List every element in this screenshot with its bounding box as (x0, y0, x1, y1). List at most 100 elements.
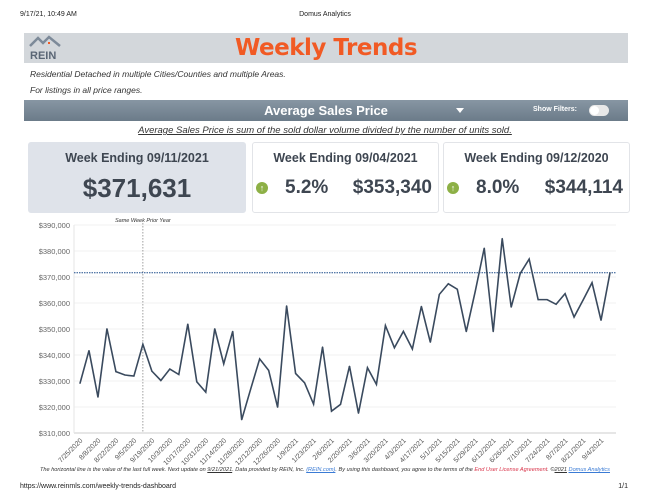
footer-text: The horizontal line is the value of the … (40, 467, 208, 473)
data-point (393, 347, 396, 349)
y-tick-label: $370,000 (39, 273, 70, 282)
data-point (447, 283, 449, 285)
filter-description: Residential Detached in multiple Cities/… (30, 69, 286, 79)
data-point (205, 391, 207, 393)
data-point (600, 319, 602, 321)
copyright-year: 2021 (554, 467, 567, 473)
data-point (357, 412, 360, 414)
data-point (294, 372, 297, 375)
data-point (492, 331, 494, 333)
data-point (277, 406, 279, 408)
data-point (384, 325, 387, 327)
data-point (286, 305, 288, 307)
data-point (106, 328, 108, 330)
card-heading: Week Ending 09/04/2021 (273, 151, 418, 165)
data-point (115, 371, 117, 373)
data-point (223, 363, 225, 365)
print-page-number: 1/1 (618, 483, 628, 490)
data-point (411, 348, 413, 350)
data-point (88, 349, 90, 352)
eula-link[interactable]: End User License Agreement (474, 467, 548, 473)
data-point (429, 341, 431, 343)
y-tick-label: $360,000 (39, 299, 70, 308)
card-change: 8.0% (476, 177, 520, 198)
data-point (582, 299, 584, 301)
data-point (465, 331, 467, 333)
print-page-title: Domus Analytics (299, 11, 351, 18)
next-update-date: 9/21/2021 (207, 467, 233, 473)
footer-text: . © (547, 467, 555, 473)
prior-year-annotation: Same Week Prior Year (115, 218, 172, 224)
card-heading: Week Ending 09/11/2021 (65, 151, 209, 165)
data-point (259, 358, 261, 360)
data-point (303, 382, 306, 384)
data-point (537, 299, 539, 301)
data-point (483, 247, 485, 249)
weekly-trend-chart: $310,000 $320,000 $330,000 $340,000 $350,000… (39, 218, 616, 465)
data-point (321, 346, 324, 348)
data-point (609, 272, 611, 274)
y-tick-label: $350,000 (39, 325, 70, 334)
show-filters-label: Show Filters: (533, 106, 577, 113)
data-point (214, 328, 216, 330)
data-point (268, 369, 270, 371)
series-line (79, 238, 611, 420)
data-point (375, 383, 378, 385)
data-point (133, 375, 135, 377)
data-point (151, 370, 153, 372)
y-tick-label: $390,000 (39, 221, 70, 230)
card-change: 5.2% (285, 177, 329, 198)
card-value: $344,114 (544, 177, 623, 198)
prior-year-card: Week Ending 09/12/2020 ↑ 8.0% $344,114 (443, 142, 630, 213)
page-title: Weekly Trends (234, 35, 418, 61)
data-point (250, 388, 252, 390)
data-point (124, 374, 126, 376)
footer-note: The horizontal line is the value of the … (0, 467, 650, 473)
data-point (232, 330, 234, 332)
data-point (169, 368, 171, 370)
data-point (510, 306, 512, 308)
arrow-up-icon: ↑ (447, 182, 459, 194)
data-point (519, 273, 521, 275)
data-point (142, 343, 144, 345)
data-point (402, 330, 404, 332)
print-url: https://www.reinmls.com/weekly-trends-da… (20, 483, 177, 490)
card-value: $353,340 (352, 177, 432, 198)
rein-link[interactable]: (REIN.com) (306, 467, 336, 473)
data-point (474, 290, 476, 292)
print-datetime: 9/17/21, 10:49 AM (20, 11, 77, 18)
data-point (438, 293, 440, 296)
banner: REIN Weekly Trends (24, 33, 628, 63)
footer-text: . Data provided by REIN, Inc. (232, 467, 307, 473)
domus-link[interactable]: Domus Analytics (568, 467, 610, 473)
data-point (366, 367, 369, 369)
data-point (160, 379, 162, 382)
data-point (187, 323, 189, 325)
data-point (555, 303, 557, 305)
show-filters-toggle[interactable] (589, 105, 609, 116)
data-point (564, 293, 566, 295)
data-point (178, 373, 180, 376)
y-tick-label: $380,000 (39, 247, 70, 256)
metric-definition: Average Sales Price is sum of the sold d… (138, 125, 512, 136)
data-point (196, 381, 198, 383)
data-point (420, 305, 422, 307)
card-heading: Week Ending 09/12/2020 (464, 151, 609, 165)
data-point (339, 403, 342, 405)
card-value: $371,631 (82, 173, 192, 203)
y-tick-label: $320,000 (39, 403, 70, 412)
data-point (456, 288, 458, 290)
price-range-description: For listings in all price ranges. (30, 85, 143, 95)
rein-logo: REIN (28, 35, 64, 62)
data-point (241, 419, 243, 421)
arrow-up-icon: ↑ (256, 182, 268, 194)
chevron-down-icon[interactable] (456, 108, 464, 113)
data-point (501, 237, 503, 240)
data-point (79, 382, 81, 384)
y-tick-label: $310,000 (39, 429, 70, 438)
metric-select[interactable]: Average Sales Price (264, 103, 388, 118)
current-week-card: Week Ending 09/11/2021 $371,631 (28, 142, 246, 213)
data-point (312, 403, 315, 405)
data-point (348, 365, 351, 367)
svg-text:REIN: REIN (30, 50, 56, 61)
